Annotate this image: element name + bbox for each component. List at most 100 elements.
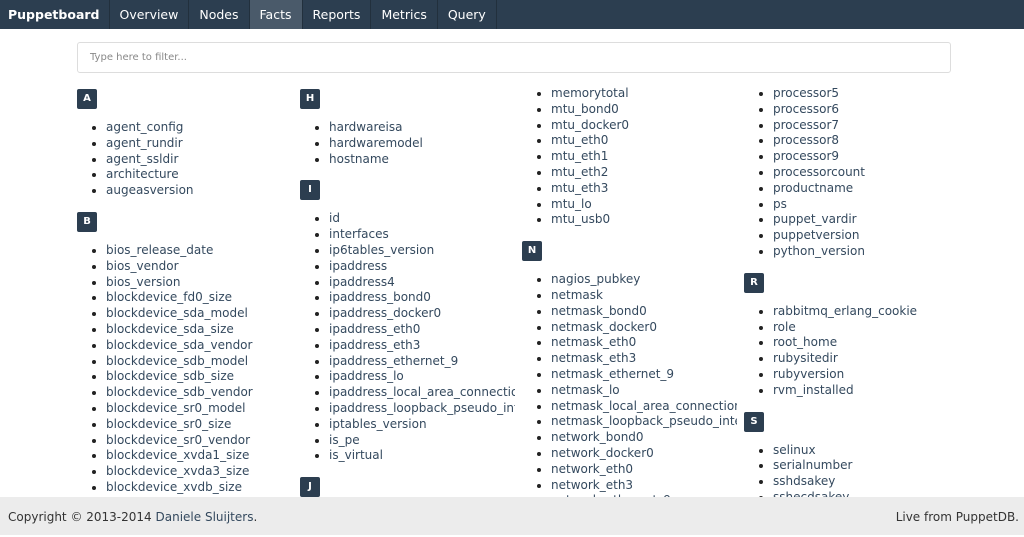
- fact-link[interactable]: netmask_lo: [551, 383, 737, 399]
- fact-link[interactable]: sshdsakey: [773, 474, 959, 490]
- fact-link[interactable]: ipaddress_local_area_connection: [329, 385, 515, 401]
- fact-link[interactable]: ipaddress4: [329, 275, 515, 291]
- fact-link[interactable]: nagios_pubkey: [551, 272, 737, 288]
- fact-link[interactable]: blockdevice_sr0_size: [106, 417, 292, 433]
- author-link[interactable]: Daniele Sluijters: [155, 510, 254, 524]
- fact-link[interactable]: is_virtual: [329, 448, 515, 464]
- fact-link[interactable]: bios_vendor: [106, 259, 292, 275]
- fact-link[interactable]: blockdevice_xvda3_size: [106, 464, 292, 480]
- fact-link[interactable]: bios_version: [106, 275, 292, 291]
- fact-link[interactable]: blockdevice_sda_model: [106, 306, 292, 322]
- fact-link[interactable]: ipaddress_docker0: [329, 306, 515, 322]
- fact-link[interactable]: ipaddress_eth3: [329, 338, 515, 354]
- fact-link[interactable]: blockdevices: [106, 496, 292, 497]
- fact-link[interactable]: blockdevice_fd0_size: [106, 290, 292, 306]
- fact-link[interactable]: mtu_eth2: [551, 165, 737, 181]
- fact-link[interactable]: id: [329, 211, 515, 227]
- fact-link[interactable]: netmask: [551, 288, 737, 304]
- fact-link[interactable]: ipaddress: [329, 259, 515, 275]
- fact-link[interactable]: ipaddress_bond0: [329, 290, 515, 306]
- fact-link[interactable]: mtu_eth3: [551, 181, 737, 197]
- fact-link[interactable]: architecture: [106, 167, 292, 183]
- fact-link[interactable]: selinux: [773, 443, 959, 459]
- fact-link[interactable]: network_eth0: [551, 462, 737, 478]
- fact-link[interactable]: netmask_docker0: [551, 320, 737, 336]
- fact-link[interactable]: ipaddress_eth0: [329, 322, 515, 338]
- fact-link[interactable]: rubyversion: [773, 367, 959, 383]
- nav-item[interactable]: Overview: [110, 0, 190, 29]
- fact-link[interactable]: processor9: [773, 149, 959, 165]
- fact-link[interactable]: network_docker0: [551, 446, 737, 462]
- fact-list: agent_configagent_rundiragent_ssldirarch…: [77, 120, 292, 199]
- column: memorytotalmtu_bond0mtu_docker0mtu_eth0m…: [522, 86, 737, 497]
- fact-link[interactable]: agent_config: [106, 120, 292, 136]
- fact-link[interactable]: mtu_usb0: [551, 212, 737, 228]
- fact-link[interactable]: augeasversion: [106, 183, 292, 199]
- fact-link[interactable]: memorytotal: [551, 86, 737, 102]
- fact-link[interactable]: ipaddress_ethernet_9: [329, 354, 515, 370]
- fact-link[interactable]: agent_ssldir: [106, 152, 292, 168]
- fact-link[interactable]: iptables_version: [329, 417, 515, 433]
- fact-link[interactable]: sshecdsakey: [773, 490, 959, 497]
- fact-link[interactable]: is_pe: [329, 433, 515, 449]
- fact-link[interactable]: processor8: [773, 133, 959, 149]
- fact-link[interactable]: ip6tables_version: [329, 243, 515, 259]
- fact-link[interactable]: blockdevice_sdb_model: [106, 354, 292, 370]
- fact-link[interactable]: blockdevice_sr0_vendor: [106, 433, 292, 449]
- fact-link[interactable]: blockdevice_sr0_model: [106, 401, 292, 417]
- fact-link[interactable]: ps: [773, 197, 959, 213]
- fact-link[interactable]: rvm_installed: [773, 383, 959, 399]
- fact-link[interactable]: netmask_local_area_connection: [551, 399, 737, 415]
- fact-link[interactable]: interfaces: [329, 227, 515, 243]
- fact-link[interactable]: blockdevice_sdb_vendor: [106, 385, 292, 401]
- fact-link[interactable]: rabbitmq_erlang_cookie: [773, 304, 959, 320]
- fact-link[interactable]: processor7: [773, 118, 959, 134]
- fact-link[interactable]: processor6: [773, 102, 959, 118]
- fact-link[interactable]: ipaddress_lo: [329, 369, 515, 385]
- fact-link[interactable]: blockdevice_xvdb_size: [106, 480, 292, 496]
- fact-link[interactable]: productname: [773, 181, 959, 197]
- fact-list: nagios_pubkeynetmasknetmask_bond0netmask…: [522, 272, 737, 497]
- fact-link[interactable]: mtu_bond0: [551, 102, 737, 118]
- fact-link[interactable]: hardwaremodel: [329, 136, 515, 152]
- fact-link[interactable]: serialnumber: [773, 458, 959, 474]
- nav-item[interactable]: Reports: [303, 0, 372, 29]
- fact-link[interactable]: rubysitedir: [773, 351, 959, 367]
- fact-link[interactable]: netmask_eth0: [551, 335, 737, 351]
- fact-link[interactable]: role: [773, 320, 959, 336]
- fact-link[interactable]: blockdevice_xvda1_size: [106, 448, 292, 464]
- fact-link[interactable]: hardwareisa: [329, 120, 515, 136]
- fact-link[interactable]: netmask_ethernet_9: [551, 367, 737, 383]
- fact-link[interactable]: puppetversion: [773, 228, 959, 244]
- fact-link[interactable]: blockdevice_sdb_size: [106, 369, 292, 385]
- filter-input[interactable]: Type here to filter...: [77, 42, 951, 73]
- fact-link[interactable]: blockdevice_sda_vendor: [106, 338, 292, 354]
- fact-link[interactable]: processor5: [773, 86, 959, 102]
- fact-link[interactable]: network_bond0: [551, 430, 737, 446]
- fact-link[interactable]: mtu_eth0: [551, 133, 737, 149]
- fact-link[interactable]: netmask_bond0: [551, 304, 737, 320]
- nav-item[interactable]: Query: [438, 0, 497, 29]
- fact-link[interactable]: mtu_eth1: [551, 149, 737, 165]
- nav-item[interactable]: Facts: [249, 0, 303, 29]
- fact-link[interactable]: processorcount: [773, 165, 959, 181]
- fact-link[interactable]: python_version: [773, 244, 959, 260]
- fact-link[interactable]: network_eth3: [551, 478, 737, 494]
- fact-link[interactable]: mtu_lo: [551, 197, 737, 213]
- fact-link[interactable]: mtu_docker0: [551, 118, 737, 134]
- fact-link[interactable]: puppet_vardir: [773, 212, 959, 228]
- brand[interactable]: Puppetboard: [0, 0, 110, 29]
- fact-link[interactable]: blockdevice_sda_size: [106, 322, 292, 338]
- fact-link[interactable]: hostname: [329, 152, 515, 168]
- period: .: [253, 510, 258, 524]
- nav-item[interactable]: Metrics: [371, 0, 438, 29]
- fact-link[interactable]: netmask_eth3: [551, 351, 737, 367]
- fact-link[interactable]: agent_rundir: [106, 136, 292, 152]
- fact-link[interactable]: ipaddress_loopback_pseudo_interface_1: [329, 401, 515, 417]
- fact-link[interactable]: netmask_loopback_pseudo_interface_1: [551, 414, 737, 430]
- nav-item[interactable]: Nodes: [189, 0, 250, 29]
- fact-link[interactable]: root_home: [773, 335, 959, 351]
- fact-link[interactable]: network_ethernet_9: [551, 493, 737, 497]
- fact-link[interactable]: bios_release_date: [106, 243, 292, 259]
